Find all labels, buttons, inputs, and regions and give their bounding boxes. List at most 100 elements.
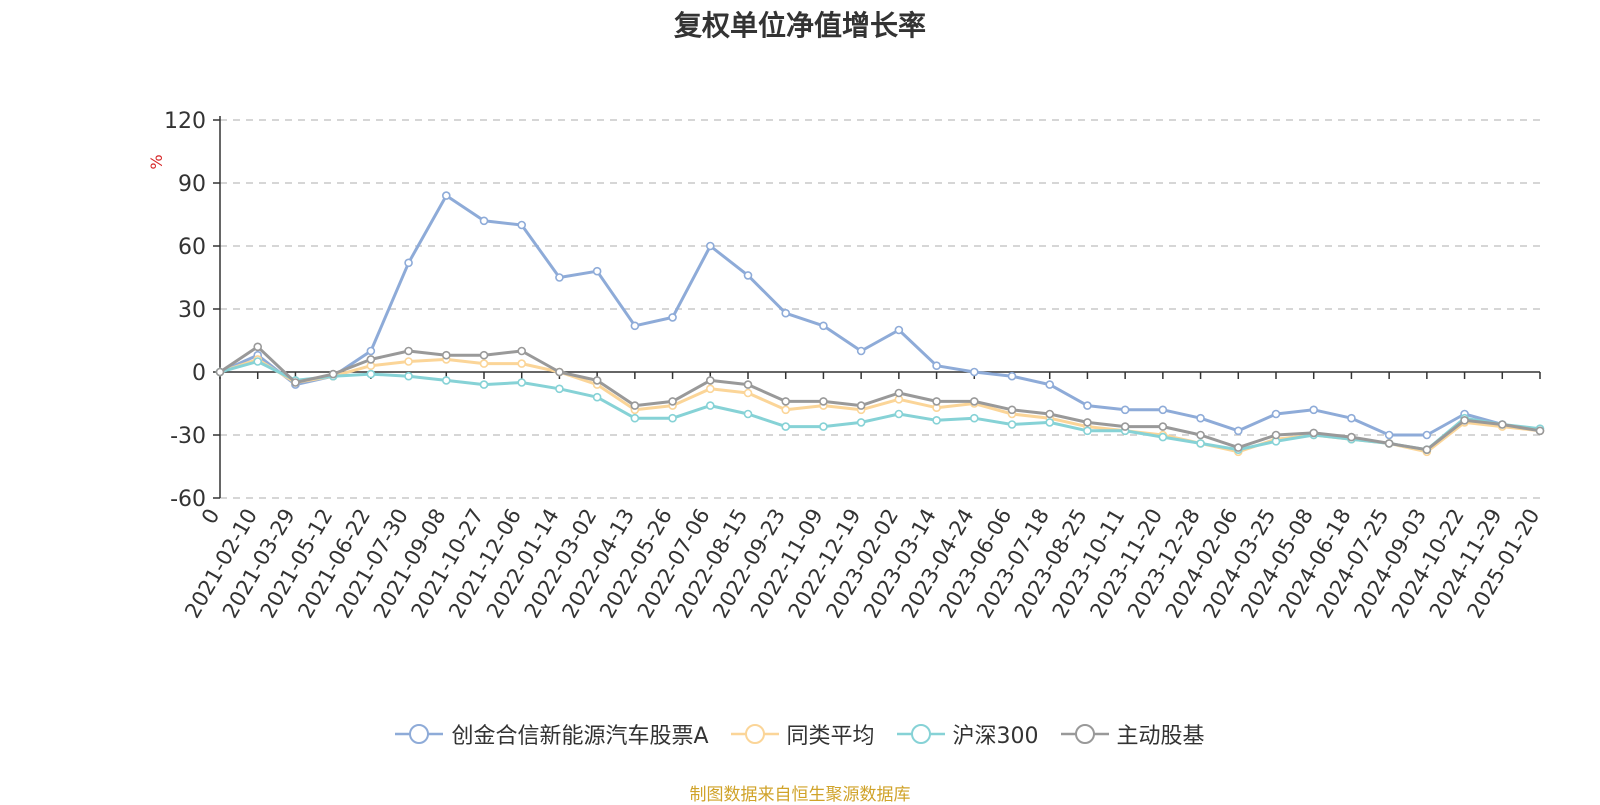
data-point: [592, 392, 602, 402]
data-point: [743, 380, 753, 389]
data-point: [781, 422, 791, 431]
data-point: [894, 409, 904, 419]
data-point: [743, 409, 753, 419]
data-point: [1460, 415, 1469, 425]
data-point: [555, 273, 564, 282]
legend-swatch-active-equity-icon: [1060, 724, 1109, 744]
y-tick-label: 60: [178, 235, 206, 260]
data-point: [894, 388, 904, 398]
data-point: [781, 405, 791, 415]
data-point: [1271, 409, 1281, 419]
legend-swatch-marker: [1074, 724, 1095, 744]
legend-label-peer-average: 同类平均: [786, 724, 875, 749]
legend-swatch-peer-average-icon: [730, 724, 779, 744]
series-line-3: [219, 345, 1541, 452]
data-point: [517, 220, 527, 230]
data-point: [1045, 409, 1055, 419]
data-point: [1120, 422, 1130, 431]
series-line-2: [219, 360, 1541, 452]
data-point: [1196, 430, 1205, 440]
data-point: [366, 355, 376, 364]
data-point: [555, 367, 564, 377]
chart-title: 复权单位净值增长率: [673, 9, 926, 42]
data-point: [592, 266, 602, 276]
data-point: [1158, 432, 1168, 442]
data-point: [932, 361, 941, 371]
data-point: [404, 258, 413, 268]
data-point: [1233, 426, 1243, 436]
data-point: [1422, 445, 1432, 455]
data-point: [1196, 439, 1205, 448]
data-point: [743, 388, 753, 398]
data-point: [668, 313, 677, 322]
data-point: [856, 346, 866, 356]
data-point: [479, 216, 489, 226]
data-point: [630, 401, 640, 410]
data-point: [705, 376, 715, 385]
legend-label-active-equity: 主动股基: [1116, 724, 1205, 749]
data-point: [1196, 413, 1205, 423]
series-lines: [215, 191, 1545, 457]
data-point: [1309, 405, 1319, 415]
data-point: [781, 397, 791, 406]
y-tick-label: 90: [178, 172, 206, 197]
legend-item-active-equity[interactable]: 主动股基: [1060, 718, 1205, 750]
data-point: [932, 415, 941, 425]
data-point: [366, 369, 376, 379]
data-point: [1007, 420, 1017, 429]
data-point: [1083, 401, 1092, 410]
data-point: [969, 413, 979, 423]
data-point: [1422, 430, 1432, 440]
legend-item-csi300[interactable]: 沪深300: [896, 718, 1039, 750]
data-point: [404, 346, 413, 356]
data-point: [1158, 405, 1168, 415]
y-tick-label: -30: [170, 424, 206, 449]
data-point: [479, 359, 489, 368]
data-point: [630, 321, 640, 331]
data-point: [592, 376, 602, 385]
data-point: [1384, 439, 1394, 448]
grid-lines: [220, 119, 1540, 499]
data-point: [517, 359, 527, 368]
data-point: [705, 401, 715, 410]
legend-item-fund[interactable]: 创金合信新能源汽车股票A: [395, 718, 709, 750]
data-point: [441, 191, 451, 200]
legend-item-peer-average[interactable]: 同类平均: [730, 718, 875, 750]
data-point: [1045, 418, 1055, 427]
legend-swatch-marker: [409, 724, 430, 744]
y-axis-unit-label: %: [147, 154, 166, 169]
data-point: [1497, 420, 1507, 429]
data-point: [404, 357, 413, 366]
data-point: [291, 378, 300, 387]
data-point: [856, 401, 866, 410]
data-point: [856, 418, 866, 427]
data-point: [479, 380, 489, 389]
data-point: [1083, 418, 1092, 427]
legend-swatch-fund-icon: [395, 724, 444, 744]
data-point: [819, 397, 828, 406]
data-point: [1233, 443, 1243, 452]
data-point: [1007, 371, 1017, 381]
data-point: [1347, 413, 1356, 423]
legend-swatch-csi300-icon: [896, 724, 945, 744]
data-point: [404, 371, 413, 381]
data-point: [668, 413, 677, 423]
legend: 创金合信新能源汽车股票A 同类平均 沪深300 主动股基: [0, 718, 1600, 750]
data-point: [819, 422, 828, 431]
data-point: [215, 367, 225, 377]
data-point: [743, 271, 753, 280]
data-point: [630, 413, 640, 423]
data-point: [441, 376, 451, 385]
x-tick-label: 0: [197, 505, 224, 529]
data-point: [479, 350, 489, 360]
data-point: [705, 384, 715, 394]
data-point: [441, 350, 451, 360]
data-point: [366, 346, 376, 356]
data-point: [705, 241, 715, 251]
data-point: [1271, 430, 1281, 440]
legend-label-fund: 创金合信新能源汽车股票A: [451, 724, 709, 749]
data-point: [969, 367, 979, 377]
data-point: [781, 308, 791, 318]
data-point: [1120, 405, 1130, 415]
data-point: [932, 397, 941, 406]
